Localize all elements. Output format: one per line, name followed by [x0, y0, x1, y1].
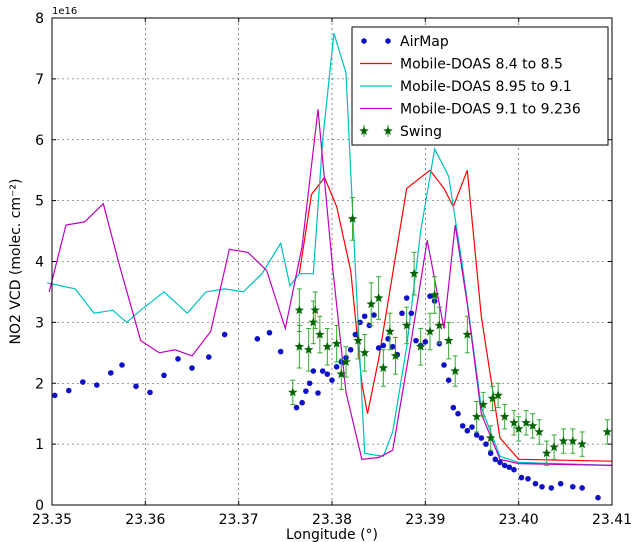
airmap-point: [147, 390, 153, 396]
y-tick-label: 0: [35, 498, 44, 514]
airmap-point: [446, 377, 452, 383]
airmap-point: [175, 356, 181, 362]
airmap-point: [348, 347, 354, 353]
legend-label: Mobile-DOAS 8.95 to 9.1: [400, 79, 572, 95]
y-tick-label: 8: [35, 11, 44, 27]
airmap-point: [329, 377, 335, 383]
x-tick-label: 23.40: [499, 512, 539, 528]
airmap-point: [278, 349, 284, 355]
airmap-point: [189, 365, 195, 371]
airmap-point: [294, 405, 300, 411]
x-tick-label: 23.39: [405, 512, 445, 528]
airmap-point: [455, 411, 461, 417]
airmap-point: [52, 393, 58, 399]
legend-swatch: [385, 38, 391, 44]
airmap-point: [222, 332, 228, 338]
airmap-point: [474, 432, 480, 438]
airmap-point: [465, 428, 471, 434]
y-axis-label: NO2 VCD (molec. cm⁻²): [8, 179, 24, 345]
airmap-point: [311, 368, 317, 374]
y-tick-label: 3: [35, 315, 44, 331]
airmap-point: [108, 370, 114, 376]
airmap-point: [66, 388, 72, 394]
airmap-point: [119, 362, 125, 368]
airmap-point: [80, 379, 86, 385]
airmap-point: [488, 450, 494, 456]
airmap-point: [315, 390, 321, 396]
x-tick-label: 23.38: [312, 512, 352, 528]
airmap-point: [558, 481, 564, 487]
airmap-point: [579, 485, 585, 491]
airmap-point: [549, 485, 555, 491]
series-line: [299, 170, 612, 461]
y-tick-label: 4: [35, 255, 44, 271]
x-tick-label: 23.37: [219, 512, 259, 528]
airmap-point: [533, 481, 539, 487]
airmap-point: [320, 368, 326, 374]
airmap-point: [255, 336, 261, 342]
airmap-point: [460, 423, 466, 429]
series-errorbar: [288, 198, 612, 466]
airmap-point: [399, 310, 405, 316]
airmap-point: [423, 339, 429, 345]
airmap-point: [469, 424, 475, 430]
series-line: [49, 109, 612, 465]
y-tick-label: 1: [35, 437, 44, 453]
y-tick-label: 5: [35, 194, 44, 210]
airmap-point: [381, 343, 387, 349]
airmap-point: [303, 388, 309, 394]
airmap-point: [493, 457, 499, 463]
series-line: [49, 109, 612, 465]
x-tick-label: 23.35: [32, 512, 72, 528]
airmap-point: [94, 382, 100, 388]
series-line: [299, 170, 612, 461]
airmap-point: [483, 441, 489, 447]
airmap-point: [307, 380, 313, 386]
airmap-point: [525, 476, 531, 482]
airmap-point: [325, 371, 331, 377]
airmap-point: [161, 373, 167, 379]
airmap-point: [519, 475, 525, 481]
y-scale-label: 1e16: [52, 6, 77, 17]
airmap-point: [371, 312, 377, 318]
airmap-point: [497, 460, 503, 466]
airmap-point: [133, 383, 139, 389]
y-tick-label: 6: [35, 133, 44, 149]
airmap-point: [409, 310, 415, 316]
x-tick-label: 23.41: [592, 512, 632, 528]
legend: AirMap Mobile-DOAS 8.4 to 8.5 Mobile-DOAS …: [352, 27, 608, 145]
airmap-point: [413, 338, 419, 344]
airmap-point: [451, 405, 457, 411]
legend-label: Swing: [400, 124, 442, 140]
x-tick-label: 23.36: [125, 512, 165, 528]
airmap-point: [353, 332, 359, 338]
legend-label: AirMap: [400, 34, 449, 50]
airmap-point: [570, 484, 576, 490]
y-tick-label: 7: [35, 72, 44, 88]
airmap-point: [441, 362, 447, 368]
airmap-point: [595, 495, 601, 501]
airmap-point: [511, 467, 517, 473]
legend-label: Mobile-DOAS 8.4 to 8.5: [400, 57, 563, 73]
airmap-point: [539, 484, 545, 490]
x-axis-label: Longitude (°): [286, 527, 378, 542]
airmap-point: [390, 344, 396, 350]
airmap-point: [404, 295, 410, 301]
legend-swatch: [361, 38, 367, 44]
airmap-point: [334, 364, 340, 370]
airmap-point: [267, 330, 273, 336]
y-tick-label: 2: [35, 376, 44, 392]
airmap-point: [479, 435, 485, 441]
airmap-point: [299, 400, 305, 406]
airmap-point: [362, 313, 368, 319]
legend-label: Mobile-DOAS 9.1 to 9.236: [400, 102, 581, 118]
airmap-point: [206, 354, 212, 360]
